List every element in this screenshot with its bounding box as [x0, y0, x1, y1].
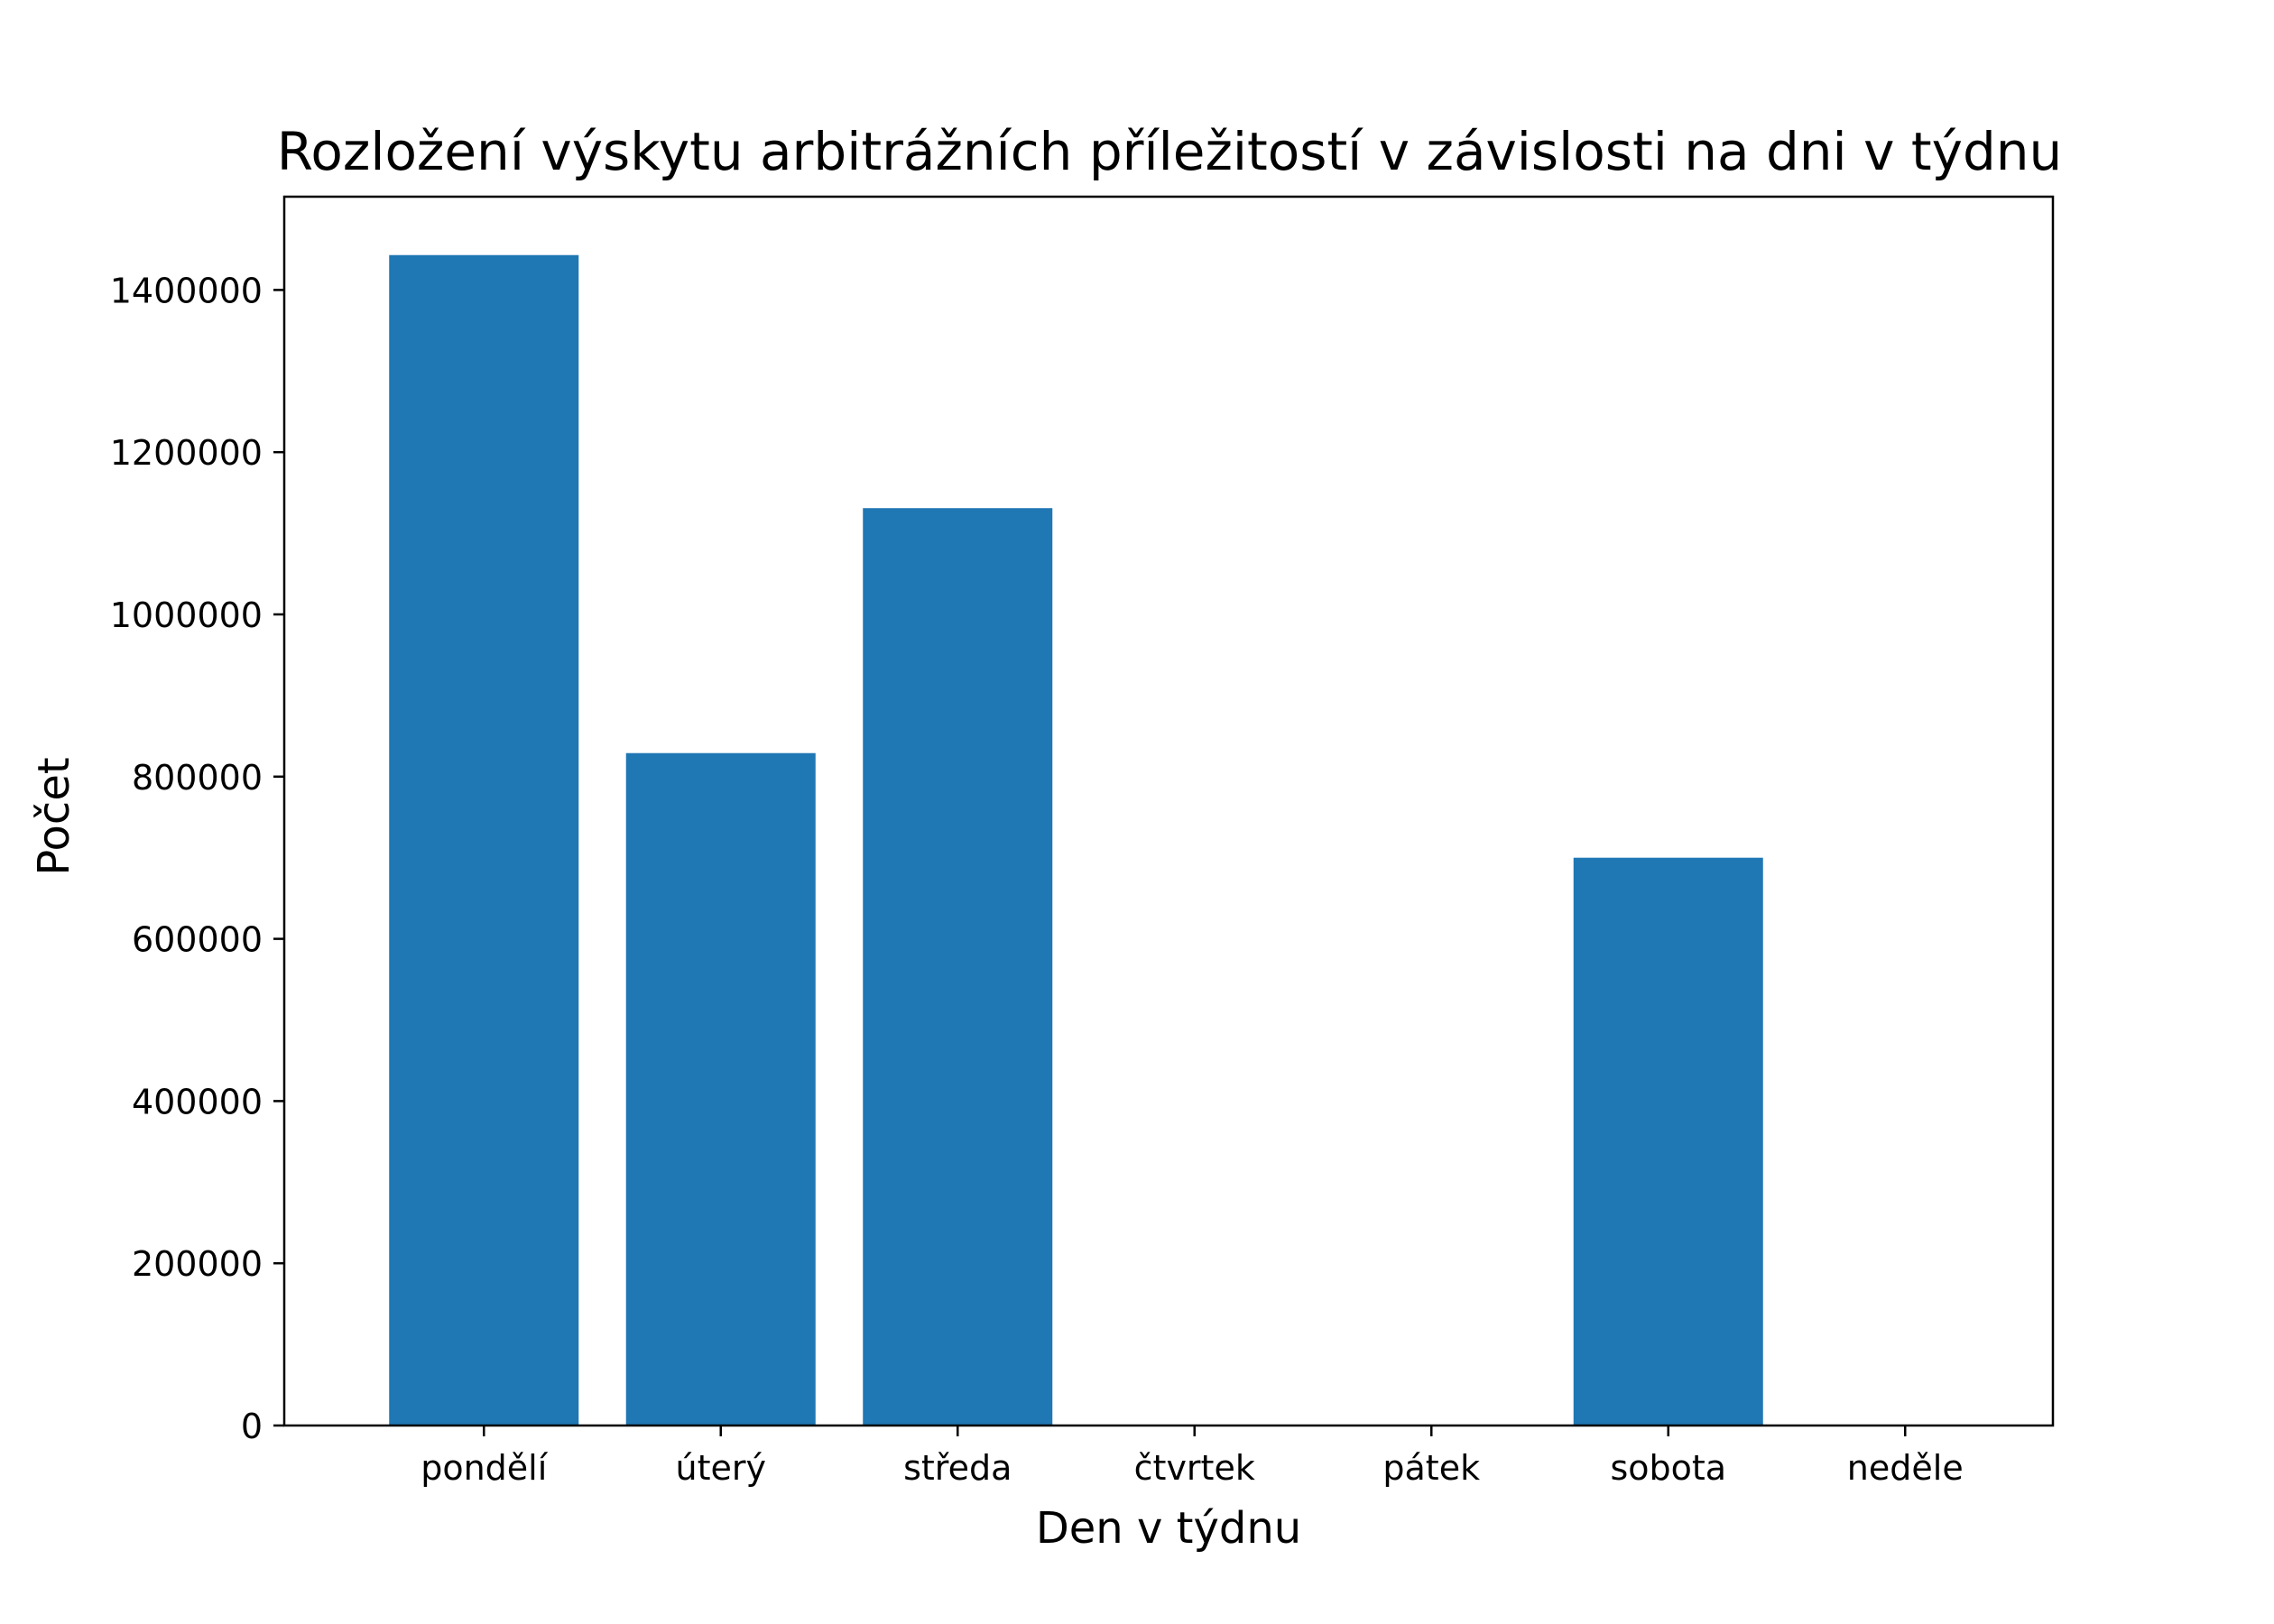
y-tick-label: 1000000 — [110, 595, 263, 635]
bar-2 — [863, 508, 1053, 1426]
x-tick-label: neděle — [1847, 1448, 1964, 1488]
x-tick-label: čtvrtek — [1134, 1448, 1255, 1488]
bar-5 — [1573, 857, 1763, 1426]
y-tick-label: 200000 — [132, 1244, 263, 1284]
x-tick-label: úterý — [676, 1448, 766, 1488]
plot-area-frame — [282, 195, 2055, 1427]
y-tick-label: 600000 — [132, 920, 263, 960]
ticks-layer: pondělí úterý středa čtvrtek pátek sobota nedě… — [110, 271, 1964, 1488]
x-axis-label: Den v týdnu — [1036, 1503, 1301, 1554]
y-tick-label: 800000 — [132, 758, 263, 798]
bar-0 — [389, 254, 579, 1426]
bar-1 — [625, 752, 816, 1426]
chart-title: Rozložení výskytu arbitrážních příležito… — [277, 121, 2063, 182]
x-tick-label: sobota — [1610, 1448, 1726, 1488]
y-axis-label: Počet — [29, 757, 79, 875]
y-tick-label: 0 — [241, 1407, 263, 1446]
y-tick-label: 1400000 — [110, 271, 263, 310]
x-tick-label: pondělí — [421, 1448, 549, 1488]
x-tick-label: pátek — [1382, 1448, 1480, 1488]
x-tick-label: středa — [903, 1448, 1012, 1488]
y-tick-label: 400000 — [132, 1082, 263, 1121]
y-tick-label: 1200000 — [110, 433, 263, 473]
bars-layer — [389, 254, 1763, 1426]
